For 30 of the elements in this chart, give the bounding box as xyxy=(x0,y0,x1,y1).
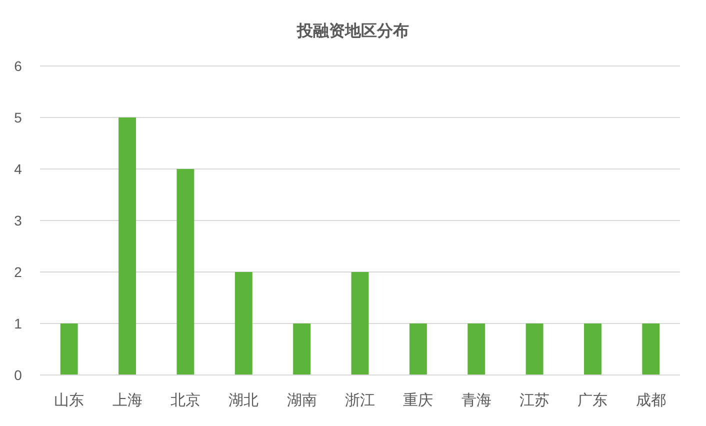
y-tick-label: 5 xyxy=(14,110,22,126)
x-tick-label: 山东 xyxy=(54,392,84,409)
bar xyxy=(351,272,369,375)
y-tick-label: 2 xyxy=(14,264,22,280)
x-tick-label: 广东 xyxy=(578,392,608,409)
bar xyxy=(468,324,486,375)
y-tick-label: 1 xyxy=(14,316,22,332)
x-tick-label: 北京 xyxy=(170,392,200,409)
bar xyxy=(118,118,136,375)
bar xyxy=(526,324,544,375)
chart-title: 投融资地区分布 xyxy=(296,22,409,40)
y-tick-label: 4 xyxy=(14,161,22,177)
bar xyxy=(60,324,78,375)
y-tick-label: 0 xyxy=(14,367,22,383)
bar xyxy=(293,324,311,375)
x-tick-label: 浙江 xyxy=(345,392,375,409)
bar xyxy=(176,169,194,375)
y-tick-label: 3 xyxy=(14,212,22,228)
bar xyxy=(234,272,252,375)
x-tick-label: 重庆 xyxy=(403,392,434,409)
bar xyxy=(584,324,602,375)
bar xyxy=(409,324,427,375)
x-tick-label: 湖南 xyxy=(286,392,317,409)
y-tick-label: 6 xyxy=(14,58,22,74)
x-tick-label: 上海 xyxy=(112,392,142,409)
bar xyxy=(642,324,660,375)
x-tick-label: 江苏 xyxy=(520,392,550,409)
x-tick-label: 湖北 xyxy=(228,392,259,409)
x-tick-label: 成都 xyxy=(636,392,666,409)
x-tick-label: 青海 xyxy=(461,392,492,409)
